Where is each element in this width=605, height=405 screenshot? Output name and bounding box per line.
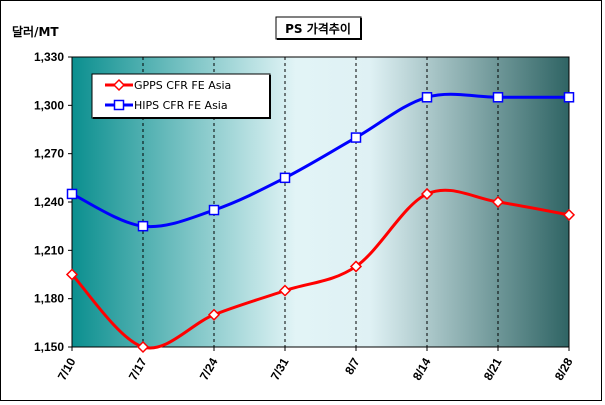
data-point-gpps-cfr-fe-asia-7/24 <box>207 308 221 321</box>
x-tick-label: 8/28 <box>552 355 576 383</box>
data-point-gpps-cfr-fe-asia-8/7 <box>349 260 363 273</box>
data-point-hips-cfr-fe-asia-7/31 <box>279 172 291 184</box>
x-tick-label: 7/10 <box>55 355 79 383</box>
y-tick-label: 1,240 <box>34 195 64 209</box>
legend-marker-hips-cfr-fe-asia <box>113 99 125 111</box>
data-point-hips-cfr-fe-asia-8/28 <box>563 92 575 103</box>
y-axis: 1,150 1,180 1,210 1,240 1,270 1,300 1,330 <box>34 50 72 354</box>
data-point-gpps-cfr-fe-asia-7/17 <box>136 340 150 354</box>
data-point-hips-cfr-fe-asia-7/10 <box>66 188 78 200</box>
data-point-gpps-cfr-fe-asia-8/21 <box>491 195 505 209</box>
x-tick-label: 8/21 <box>481 355 505 383</box>
x-tick-label: 7/31 <box>268 355 292 383</box>
chart-title-box: PS 가격추이 <box>275 16 362 40</box>
data-point-gpps-cfr-fe-asia-8/14 <box>420 187 434 201</box>
y-tick-label: 1,330 <box>34 50 64 64</box>
y-tick-label: 1,300 <box>34 98 64 112</box>
series-group <box>65 92 576 354</box>
legend-label-gpps-cfr-fe-asia: GPPS CFR FE Asia <box>134 79 231 92</box>
chart-title: PS 가격추이 <box>285 21 351 36</box>
data-point-hips-cfr-fe-asia-7/17 <box>137 220 149 232</box>
series-gpps-cfr-fe-asia <box>65 187 576 354</box>
series-line-hips-cfr-fe-asia <box>71 92 569 229</box>
x-axis: 7/10 7/17 7/24 7/31 8/7 8/14 8/21 8/28 <box>55 347 576 383</box>
y-tick-label: 1,210 <box>34 243 64 257</box>
y-tick-label: 1,270 <box>34 147 64 161</box>
data-point-hips-cfr-fe-asia-8/14 <box>421 92 433 103</box>
y-tick-label: 1,180 <box>34 292 64 306</box>
y-axis-unit-label: 달러/MT <box>12 24 59 39</box>
legend-label-hips-cfr-fe-asia: HIPS CFR FE Asia <box>134 99 228 112</box>
x-tick-label: 8/14 <box>410 355 434 383</box>
data-point-hips-cfr-fe-asia-7/24 <box>208 204 220 216</box>
data-point-hips-cfr-fe-asia-8/21 <box>492 92 504 103</box>
data-point-gpps-cfr-fe-asia-8/28 <box>562 208 576 221</box>
data-point-gpps-cfr-fe-asia-7/10 <box>65 268 79 281</box>
data-point-hips-cfr-fe-asia-8/7 <box>350 132 362 143</box>
x-tick-label: 7/17 <box>126 355 150 383</box>
x-tick-label: 7/24 <box>197 355 221 383</box>
x-tick-label: 8/7 <box>342 355 363 377</box>
legend: GPPS CFR FE Asia HIPS CFR FE Asia <box>91 73 271 119</box>
data-point-gpps-cfr-fe-asia-7/31 <box>278 284 292 297</box>
series-hips-cfr-fe-asia <box>66 92 575 232</box>
legend-marker-gpps-cfr-fe-asia <box>112 78 126 92</box>
y-tick-label: 1,150 <box>34 340 64 354</box>
